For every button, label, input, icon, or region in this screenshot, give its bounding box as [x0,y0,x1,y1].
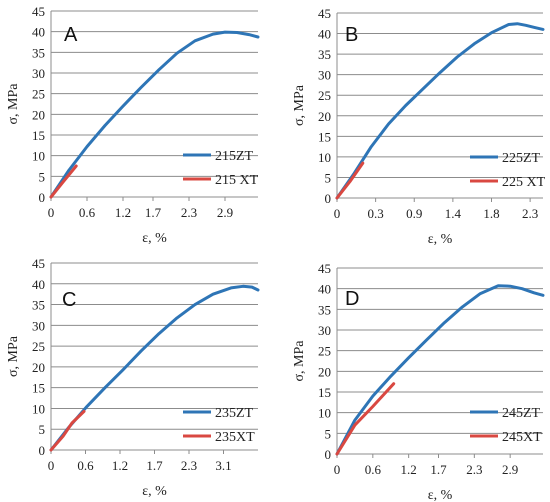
x-tick-label: 2.3 [181,458,197,473]
chart-panel-a: 0 5 10 15 20 25 30 35 40 45 0 0.6 1.2 1.7 2.3 2.9 ε, % σ,… [6,4,260,246]
x-tick-label: 0.9 [406,206,422,221]
series-line-225xt [335,161,365,200]
x-tick-label: 1.7 [430,462,447,477]
y-tick-label: 30 [318,323,331,338]
y-tick-label: 10 [318,150,331,165]
x-axis-title: ε, % [142,484,167,499]
legend-label: 245XT [502,430,542,445]
y-axis-title: σ, MPa [292,340,307,382]
series-line-225zt [335,22,545,200]
x-tick-label: 1.2 [112,458,128,473]
series-line-215xt [49,164,78,199]
y-tick-label: 5 [325,170,332,185]
y-tick-label: 15 [32,381,45,396]
y-tick-label: 45 [32,256,45,271]
x-tick-label: 0.6 [77,458,94,473]
legend-label: 235XT [215,430,255,445]
x-tick-label: 2.9 [217,205,233,220]
y-tick-label: 35 [318,47,331,62]
legend-label: 235ZT [215,406,254,421]
series-line-245zt [335,284,545,456]
x-tick-label: 2.9 [502,462,518,477]
y-axis-title: σ, MPa [292,84,307,126]
x-tick-label: 1.2 [115,205,131,220]
x-tick-label: 2.3 [181,205,197,220]
y-tick-label: 30 [32,66,45,81]
series-line-215zt [49,30,260,199]
legend-label: 245ZT [502,406,541,421]
x-tick-label: 1.8 [483,206,499,221]
y-tick-label: 45 [318,261,331,276]
series-line-245xt [335,382,396,456]
x-tick-label: 1.4 [445,206,462,221]
y-tick-label: 25 [318,88,331,103]
y-tick-label: 5 [325,426,332,441]
y-tick-label: 15 [318,129,331,144]
y-tick-label: 0 [325,191,332,206]
y-tick-label: 40 [32,25,45,40]
y-tick-label: 25 [318,344,331,359]
x-tick-label: 1.7 [146,458,163,473]
y-tick-label: 15 [32,128,45,143]
y-tick-label: 40 [32,277,45,292]
x-tick-label: 0.3 [368,206,384,221]
y-tick-label: 45 [32,4,45,19]
x-tick-label: 0 [334,206,341,221]
y-tick-label: 45 [318,6,331,21]
y-tick-label: 40 [318,27,331,42]
chart-panel-b: 0 5 10 15 20 25 30 35 40 45 0 0.3 0.9 1.4 1.8 2.3 ε, % σ,… [292,6,546,247]
y-tick-label: 0 [325,447,332,462]
y-axis-title: σ, MPa [6,83,21,125]
y-tick-label: 40 [318,282,331,297]
y-tick-label: 20 [318,364,331,379]
y-tick-label: 35 [318,302,331,317]
x-tick-label: 1.7 [145,205,162,220]
y-tick-label: 10 [32,149,45,164]
y-tick-label: 0 [39,190,46,205]
chart-panel-c: 0 5 10 15 20 25 30 35 40 45 0 0.6 1.2 1.7 2.3 3.1 ε, % σ,… [6,256,260,499]
y-tick-label: 20 [32,107,45,122]
x-axis-title: ε, % [142,231,167,246]
y-tick-label: 10 [32,401,45,416]
series-line-235zt [49,284,260,452]
y-tick-label: 15 [318,385,331,400]
y-tick-label: 30 [318,68,331,83]
y-axis-title: σ, MPa [6,335,21,377]
legend-label: 225ZT [502,151,541,166]
x-tick-label: 0.6 [365,462,382,477]
x-tick-label: 2.3 [466,462,482,477]
y-tick-label: 25 [32,87,45,102]
y-tick-label: 35 [32,45,45,60]
x-tick-label: 0.6 [79,205,96,220]
y-tick-label: 5 [39,169,46,184]
x-tick-label: 0 [48,458,55,473]
y-tick-label: 20 [32,360,45,375]
panel-letter: C [62,289,76,311]
y-tick-label: 35 [32,298,45,313]
panel-letter: A [64,24,78,46]
panel-letter: B [345,24,358,46]
series-line-235xt [49,409,86,452]
y-tick-label: 5 [39,422,46,437]
x-tick-label: 0 [48,205,55,220]
x-axis-title: ε, % [428,232,453,247]
panel-letter: D [345,288,359,310]
x-tick-label: 1.2 [401,462,417,477]
x-tick-label: 2.3 [522,206,538,221]
y-tick-label: 20 [318,109,331,124]
y-tick-label: 25 [32,339,45,354]
x-tick-label: 3.1 [215,458,231,473]
y-tick-label: 30 [32,318,45,333]
legend-label: 215ZT [215,149,254,164]
y-tick-label: 0 [39,443,46,458]
chart-panel-d: 0 5 10 15 20 25 30 35 40 45 0 0.6 1.2 1.7 2.3 2.9 ε, % σ,… [292,261,545,502]
x-axis-title: ε, % [428,488,453,502]
y-tick-label: 10 [318,406,331,421]
x-tick-label: 0 [334,462,341,477]
legend-label: 215 XT [215,173,259,188]
legend-label: 225 XT [502,175,546,190]
